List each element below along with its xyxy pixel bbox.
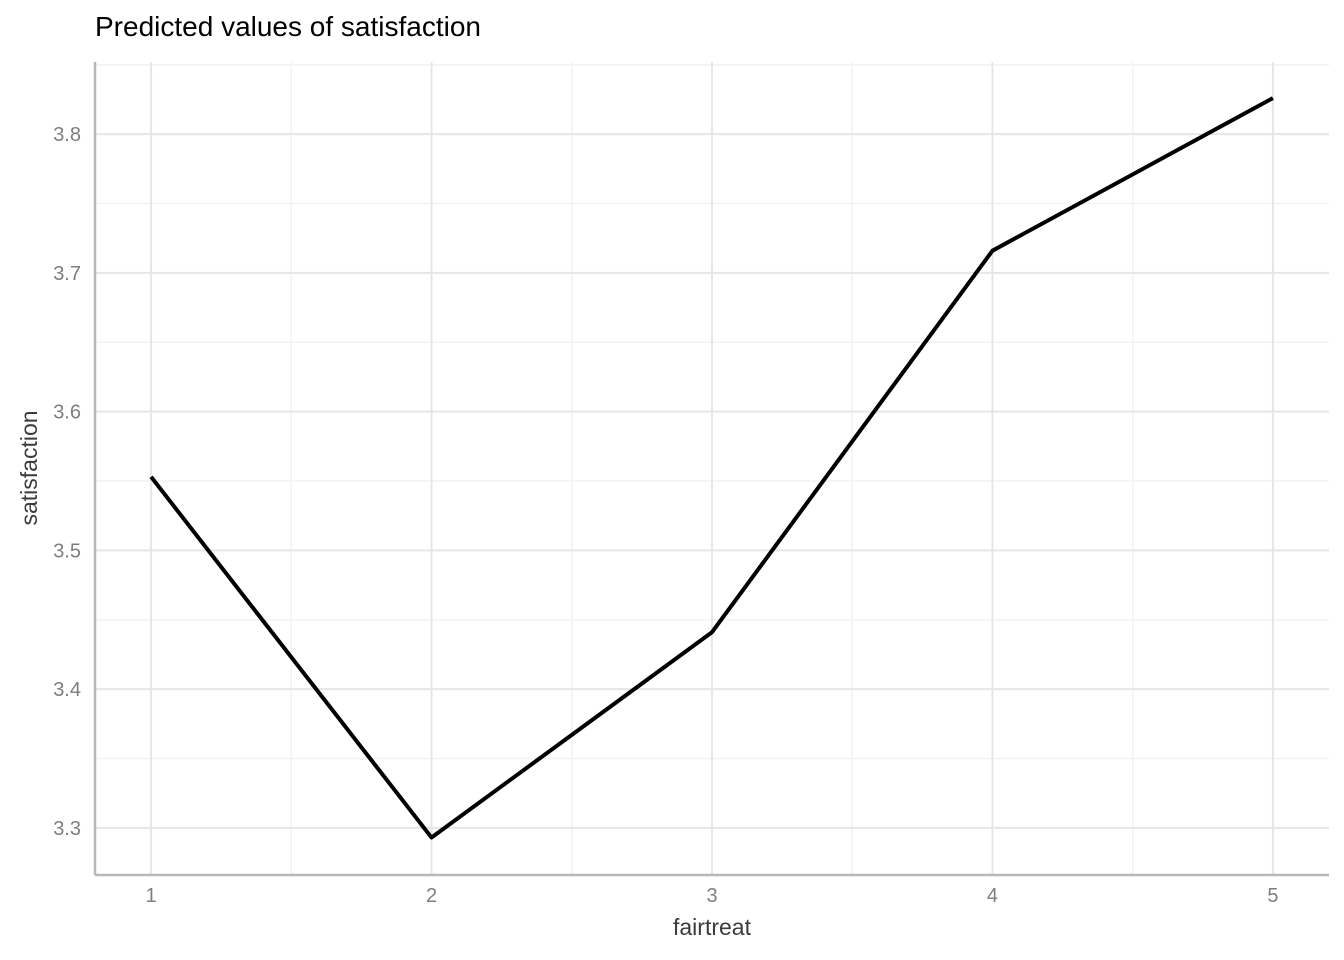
y-tick-label: 3.4 [53, 679, 81, 701]
y-tick-label: 3.5 [53, 540, 81, 562]
x-tick-label: 1 [146, 885, 157, 907]
x-tick-label: 3 [706, 885, 717, 907]
x-tick-label: 2 [426, 885, 437, 907]
y-tick-label: 3.3 [53, 818, 81, 840]
chart-title: Predicted values of satisfaction [95, 11, 481, 42]
y-tick-label: 3.8 [53, 124, 81, 146]
x-tick-label: 5 [1267, 885, 1278, 907]
x-tick-label: 4 [987, 885, 998, 907]
x-axis-title: fairtreat [673, 914, 751, 940]
y-axis-title: satisfaction [16, 410, 42, 526]
y-tick-label: 3.6 [53, 402, 81, 424]
y-tick-label: 3.7 [53, 263, 81, 285]
prediction-line [149, 96, 1274, 840]
